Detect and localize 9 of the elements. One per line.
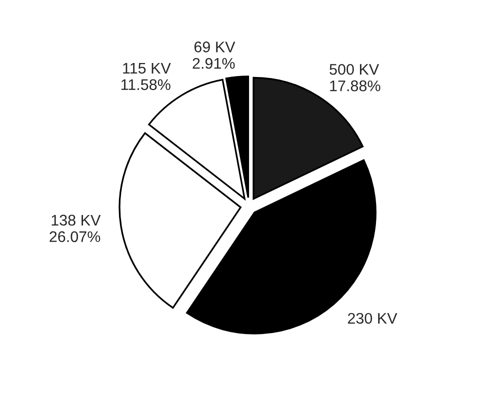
- slice-label: 230 KV: [348, 312, 398, 324]
- data-label: 11.58%: [121, 79, 170, 90]
- slice-label: 138 KV: [52, 214, 101, 226]
- data-label: 17.88%: [330, 80, 380, 92]
- slice-label: 115 KV: [123, 62, 171, 74]
- slice-label: 500 KV: [330, 64, 380, 75]
- data-label: 26.07%: [50, 231, 100, 242]
- slice-label: 69 KV: [194, 42, 236, 52]
- data-label: 2.91%: [192, 58, 235, 69]
